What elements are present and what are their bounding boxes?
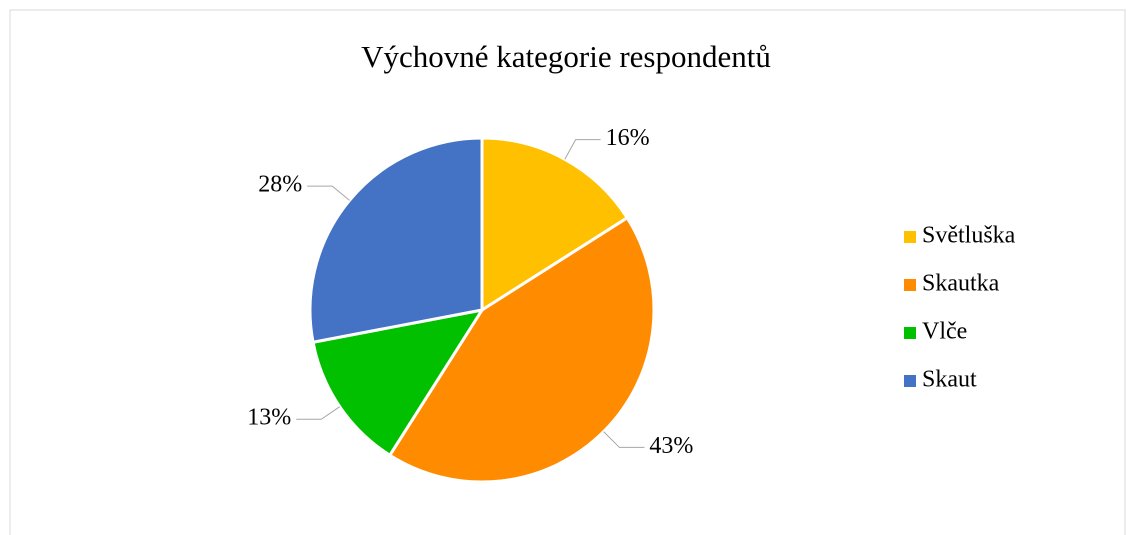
legend-label: Vlče [922, 319, 967, 345]
pie-slice [311, 307, 486, 458]
legend-swatch [904, 375, 916, 387]
pie-slice [308, 136, 484, 344]
legend-swatch [904, 327, 916, 339]
legend-label: Skautka [922, 271, 1000, 297]
legend-swatch [904, 231, 916, 243]
chart-frame [9, 9, 1126, 535]
data-label: 43% [649, 433, 693, 459]
legend-label: Skaut [922, 367, 977, 393]
data-label: 28% [258, 172, 302, 198]
legend-label: Světluška [922, 223, 1016, 249]
leader-line [307, 185, 350, 201]
leader-line [296, 406, 341, 420]
legend-swatch [904, 279, 916, 291]
data-label: 13% [247, 405, 291, 431]
leader-line [603, 431, 645, 448]
pie-slice [387, 215, 656, 484]
data-label: 16% [606, 125, 650, 151]
chart-title: Výchovné kategorie respondentů [361, 39, 771, 74]
pie-slice [480, 136, 630, 313]
leader-line [564, 139, 601, 160]
